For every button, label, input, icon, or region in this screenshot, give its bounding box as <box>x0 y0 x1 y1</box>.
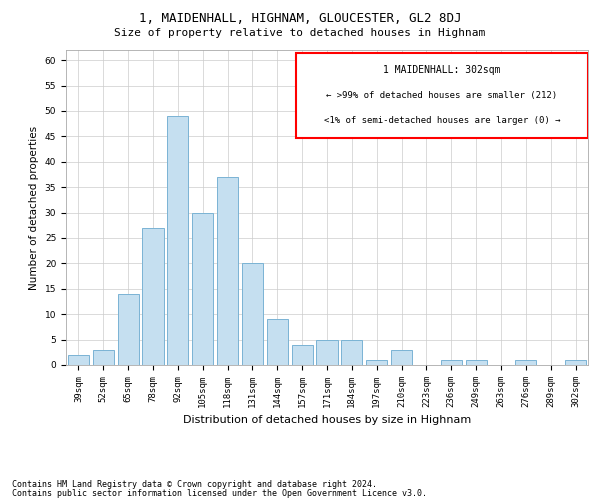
Text: Size of property relative to detached houses in Highnam: Size of property relative to detached ho… <box>115 28 485 38</box>
Bar <box>167 116 188 365</box>
Bar <box>441 360 462 365</box>
Bar <box>217 177 238 365</box>
X-axis label: Distribution of detached houses by size in Highnam: Distribution of detached houses by size … <box>183 416 471 426</box>
Bar <box>366 360 387 365</box>
Bar <box>267 320 288 365</box>
Text: <1% of semi-detached houses are larger (0) →: <1% of semi-detached houses are larger (… <box>323 116 560 126</box>
Text: Contains public sector information licensed under the Open Government Licence v3: Contains public sector information licen… <box>12 490 427 498</box>
Bar <box>466 360 487 365</box>
Bar <box>242 264 263 365</box>
Bar <box>565 360 586 365</box>
Text: 1 MAIDENHALL: 302sqm: 1 MAIDENHALL: 302sqm <box>383 66 500 76</box>
Text: ← >99% of detached houses are smaller (212): ← >99% of detached houses are smaller (2… <box>326 91 557 100</box>
Bar <box>192 212 213 365</box>
Bar <box>142 228 164 365</box>
Bar <box>391 350 412 365</box>
Y-axis label: Number of detached properties: Number of detached properties <box>29 126 39 290</box>
Text: 1, MAIDENHALL, HIGHNAM, GLOUCESTER, GL2 8DJ: 1, MAIDENHALL, HIGHNAM, GLOUCESTER, GL2 … <box>139 12 461 26</box>
Bar <box>341 340 362 365</box>
Bar <box>68 355 89 365</box>
Bar <box>118 294 139 365</box>
FancyBboxPatch shape <box>296 53 588 138</box>
Text: Contains HM Land Registry data © Crown copyright and database right 2024.: Contains HM Land Registry data © Crown c… <box>12 480 377 489</box>
Bar <box>93 350 114 365</box>
Bar <box>316 340 338 365</box>
Bar <box>515 360 536 365</box>
Bar <box>292 344 313 365</box>
